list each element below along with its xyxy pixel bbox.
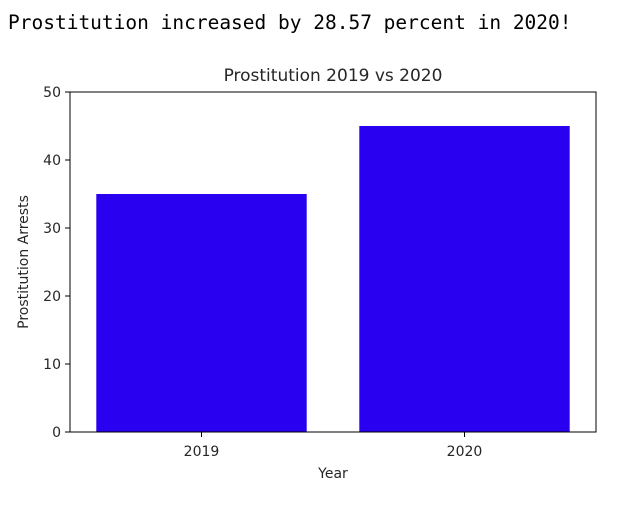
chart-title: Prostitution 2019 vs 2020 bbox=[224, 66, 443, 86]
x-axis-label: Year bbox=[317, 466, 348, 482]
cell-output-text: Prostitution increased by 28.57 percent … bbox=[8, 11, 572, 34]
bar-2020 bbox=[359, 126, 570, 432]
plot-frame bbox=[69, 91, 597, 433]
x-tick-label-2020: 2020 bbox=[447, 444, 483, 460]
x-tick-label-2019: 2019 bbox=[184, 444, 220, 460]
y-tick-label-50: 50 bbox=[43, 85, 61, 101]
y-tick-label-30: 30 bbox=[43, 221, 61, 237]
y-tick-label-10: 10 bbox=[43, 357, 61, 373]
x-axis: 2019 2020 bbox=[184, 432, 483, 460]
bars-group bbox=[96, 126, 570, 432]
y-tick-label-20: 20 bbox=[43, 289, 61, 305]
bar-2019 bbox=[96, 194, 307, 432]
y-axis: 0 10 20 30 40 50 bbox=[43, 85, 70, 441]
y-tick-label-40: 40 bbox=[43, 153, 61, 169]
y-tick-label-0: 0 bbox=[52, 425, 61, 441]
y-axis-label: Prostitution Arrests bbox=[16, 195, 32, 329]
